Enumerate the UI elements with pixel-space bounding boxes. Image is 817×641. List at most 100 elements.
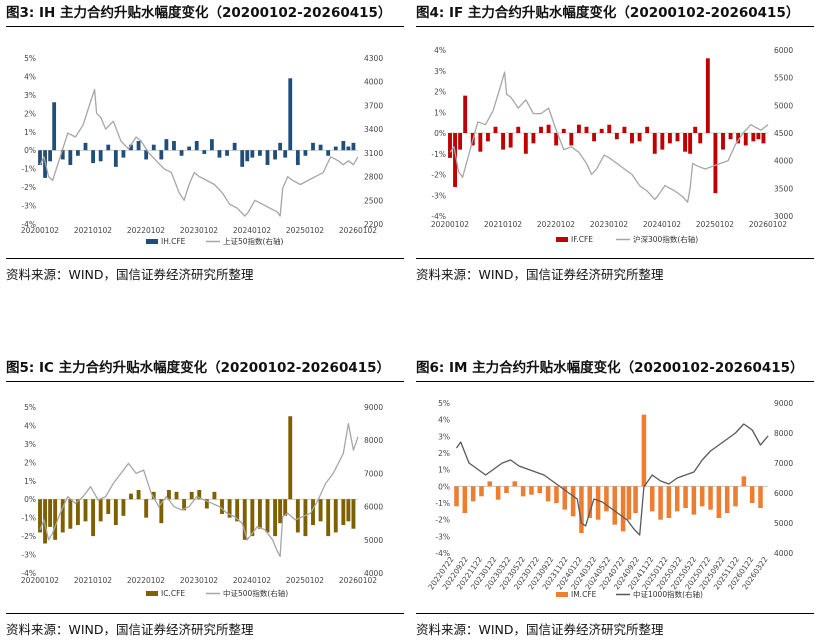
index-line xyxy=(39,422,359,558)
chart-im-basis: 5% 4% 3% 2% 1% 0% -1% -2% -3% -4% 9000 8000 7000 6000… xyxy=(426,399,793,599)
basis-bar xyxy=(83,499,88,522)
y-left-tick-label: -1% xyxy=(21,514,36,523)
y-left-tick-label: 5% xyxy=(24,54,36,63)
basis-bar xyxy=(48,499,53,527)
basis-bar xyxy=(212,491,217,500)
source-rule xyxy=(6,258,404,259)
basis-bar xyxy=(479,486,484,497)
x-tick-label: 20240102 xyxy=(233,226,271,235)
basis-bar xyxy=(242,499,247,540)
basis-bar xyxy=(649,486,655,512)
basis-bar xyxy=(607,124,612,133)
y-left-tick-label: 3% xyxy=(24,91,36,100)
basis-bar xyxy=(626,486,632,520)
y-right-tick-label: 7000 xyxy=(774,459,793,468)
basis-bar xyxy=(561,128,566,133)
basis-bar xyxy=(217,150,222,158)
basis-bar xyxy=(151,491,156,500)
basis-bar xyxy=(520,486,526,497)
y-left-tick-label: -3% xyxy=(21,202,36,211)
basis-bar xyxy=(235,499,240,522)
basis-bar xyxy=(194,141,199,151)
basis-bar xyxy=(113,150,118,167)
legend-bar-label: IC.CFE xyxy=(161,589,185,598)
basis-bar xyxy=(288,78,293,151)
y-left-tick-label: 0% xyxy=(438,482,450,491)
basis-bar xyxy=(733,486,738,507)
basis-bar xyxy=(164,139,169,151)
panel-if: 图4: IF 主力合约升贴水幅度变化（20200102-20260415） 4%… xyxy=(416,2,814,292)
basis-bar xyxy=(106,499,111,514)
basis-bar xyxy=(699,486,705,507)
y-left-tick-label: -4% xyxy=(21,569,36,578)
x-tick-label: 20210102 xyxy=(74,226,112,235)
source-note: 资料来源：WIND，国信证券经济研究所整理 xyxy=(6,622,254,637)
basis-bar xyxy=(512,481,518,487)
y-left-tick-label: 1% xyxy=(434,108,446,117)
y-right-tick-label: 5000 xyxy=(774,519,793,528)
basis-bar xyxy=(758,486,763,508)
x-tick-label: 20200102 xyxy=(431,220,469,229)
bar-series xyxy=(448,58,766,194)
legend-bar-swatch xyxy=(146,591,158,596)
y-left-tick-label: 2% xyxy=(438,449,450,458)
y-left-tick-label: 2% xyxy=(24,109,36,118)
basis-bar xyxy=(448,133,452,158)
basis-bar xyxy=(637,133,642,142)
basis-bar xyxy=(232,142,237,151)
basis-bar xyxy=(333,146,338,151)
x-tick-label: 20220102 xyxy=(127,576,165,585)
basis-bar xyxy=(761,133,766,144)
basis-bar xyxy=(633,486,638,513)
basis-bar xyxy=(52,102,57,151)
basis-bar xyxy=(278,142,283,151)
basis-bar xyxy=(240,150,245,167)
y-left-tick-label: 3% xyxy=(434,67,446,76)
basis-bar xyxy=(318,499,323,522)
basis-bar xyxy=(220,499,224,514)
y-left-tick-label: -3% xyxy=(21,551,36,560)
legend-bar-label: IH.CFE xyxy=(161,237,186,246)
basis-bar xyxy=(736,133,741,144)
basis-bar xyxy=(265,499,270,533)
basis-bar xyxy=(743,133,748,146)
legend-line-label: 上证50指数(右轴) xyxy=(223,236,283,246)
legend-bar-label: IF.CFE xyxy=(571,235,593,244)
y-right-tick-label: 6000 xyxy=(774,489,793,498)
basis-bar xyxy=(713,133,718,194)
y-right-tick-label: 2800 xyxy=(364,173,383,182)
y-right-tick-label: 8000 xyxy=(364,436,383,445)
basis-bar xyxy=(570,486,576,517)
x-tick-label: 20200102 xyxy=(21,226,59,235)
basis-bar xyxy=(454,486,459,507)
x-tick-label: 20210102 xyxy=(484,220,522,229)
basis-bar xyxy=(265,150,270,165)
basis-bar xyxy=(724,486,730,513)
basis-bar xyxy=(129,493,133,500)
basis-bar xyxy=(225,150,229,156)
basis-bar xyxy=(453,133,457,187)
bar-series xyxy=(38,416,356,544)
basis-bar xyxy=(683,133,688,152)
basis-bar xyxy=(346,499,351,522)
basis-bar xyxy=(645,126,650,133)
basis-bar xyxy=(478,133,483,152)
basis-bar xyxy=(462,486,468,513)
basis-bar xyxy=(283,499,288,516)
basis-bar xyxy=(688,133,693,154)
y-right-tick-label: 9000 xyxy=(364,403,383,412)
basis-bar xyxy=(38,499,42,533)
basis-bar xyxy=(658,486,663,520)
basis-bar xyxy=(53,499,58,540)
panel-im: 图6: IM 主力合约升贴水幅度变化（20200102-20260415） 5%… xyxy=(416,357,814,641)
chart-if-basis: 4% 3% 2% 1% 0% -1% -2% -3% -4% 6000 5500 5000 4500 40… xyxy=(431,46,793,244)
basis-bar xyxy=(614,133,619,140)
basis-bar xyxy=(569,133,574,146)
basis-bar xyxy=(258,150,262,156)
basis-bar xyxy=(311,142,315,151)
basis-bar xyxy=(576,124,581,133)
basis-bar xyxy=(144,499,149,518)
y-left-tick-label: -2% xyxy=(21,183,36,192)
basis-bar xyxy=(106,144,111,151)
y-right-tick-label: 4000 xyxy=(364,78,383,87)
